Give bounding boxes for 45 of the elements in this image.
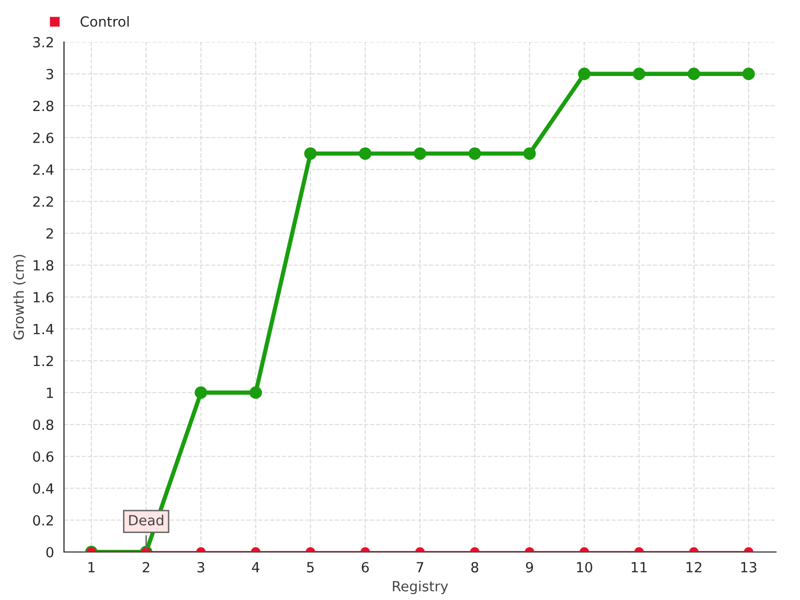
y-tick-label: 0.8: [33, 419, 54, 430]
x-tick-label: 5: [307, 562, 314, 572]
y-tick-label: 0.2: [33, 515, 53, 526]
x-tick-label: 13: [741, 562, 756, 572]
point: [358, 147, 372, 160]
x-tick-label: 7: [416, 562, 424, 572]
y-tick-label: 1.6: [34, 292, 54, 302]
point: [578, 68, 591, 80]
y-tick-label: 2.8: [33, 100, 54, 112]
y-tick-label: 2.4: [33, 164, 54, 175]
x-tick-label: 9: [526, 562, 533, 572]
point: [414, 147, 426, 160]
x-tick-label: 4: [252, 562, 260, 572]
y-axis-title: Growth (cm): [13, 254, 26, 340]
y-tick-label: 0.4: [33, 483, 54, 494]
y-tick-label: 1: [46, 388, 53, 398]
y-tick-label: 1.4: [34, 324, 54, 334]
y-tick-label: 2: [46, 228, 53, 239]
annotation: Dead: [129, 514, 164, 526]
y-tick-label: 3.2: [33, 36, 53, 48]
x-axis-title: Registry: [392, 580, 448, 594]
y-tick-label: 2.2: [33, 196, 53, 207]
y-tick-label: 0.6: [33, 451, 54, 462]
x-tick-label: 8: [471, 562, 478, 572]
y-tick-label: 1.2: [34, 356, 53, 366]
x-tick-label: 2: [142, 562, 150, 572]
point: [632, 68, 646, 80]
point: [194, 386, 208, 399]
x-tick-label: 12: [686, 562, 702, 572]
x-tick-label: 3: [198, 562, 204, 572]
x-tick-label: 11: [632, 562, 647, 572]
point: [688, 68, 700, 80]
point: [742, 68, 755, 80]
point: [523, 147, 536, 160]
legend-label: Control: [80, 16, 129, 27]
point: [468, 147, 482, 160]
point: [249, 386, 262, 399]
x-tick-label: 6: [362, 562, 369, 572]
y-tick-label: 1.8: [34, 260, 54, 271]
x-tick-label: 1: [88, 562, 95, 572]
y-tick-label: 0: [46, 546, 54, 558]
y-tick-label: 2.6: [33, 132, 54, 144]
point: [304, 147, 317, 160]
y-tick-label: 3: [46, 68, 54, 80]
x-tick-label: 10: [576, 562, 592, 572]
